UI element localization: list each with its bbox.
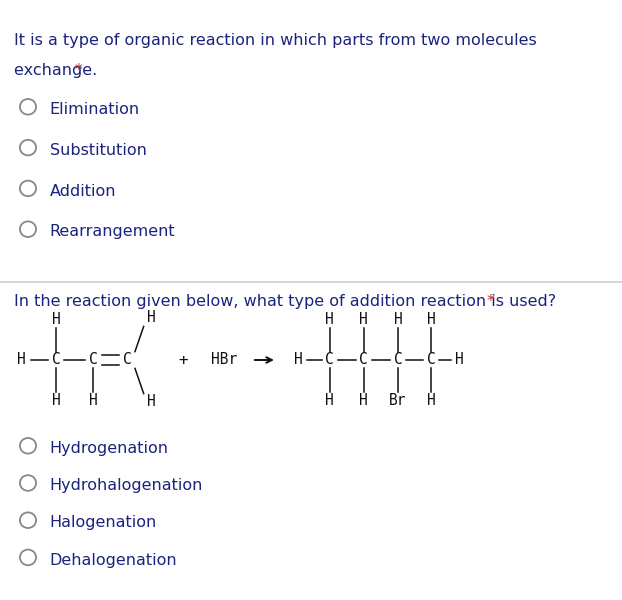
Text: H: H (147, 311, 156, 325)
Text: H: H (427, 312, 435, 326)
Text: Hydrogenation: Hydrogenation (50, 441, 169, 456)
Text: Substitution: Substitution (50, 143, 147, 158)
Text: C: C (427, 352, 435, 367)
Text: *: * (486, 294, 494, 309)
Text: Elimination: Elimination (50, 102, 140, 117)
Text: Halogenation: Halogenation (50, 515, 157, 530)
Text: C: C (325, 352, 334, 367)
Text: +: + (179, 352, 188, 367)
Text: Dehalogenation: Dehalogenation (50, 553, 177, 568)
Text: H: H (360, 394, 368, 408)
Text: Br: Br (389, 394, 407, 408)
Text: H: H (52, 394, 60, 408)
Text: H: H (17, 352, 26, 367)
Text: H: H (52, 312, 60, 326)
Text: H: H (394, 312, 402, 326)
Text: *: * (75, 63, 83, 78)
Text: H: H (325, 312, 334, 326)
Text: C: C (123, 352, 132, 367)
Text: H: H (427, 394, 435, 408)
Text: H: H (325, 394, 334, 408)
Text: exchange.: exchange. (14, 63, 102, 78)
Text: C: C (394, 352, 402, 367)
Text: HBr: HBr (211, 352, 237, 367)
Text: Addition: Addition (50, 184, 116, 199)
Text: C: C (360, 352, 368, 367)
Text: Rearrangement: Rearrangement (50, 224, 175, 239)
Text: In the reaction given below, what type of addition reaction is used?: In the reaction given below, what type o… (14, 294, 561, 309)
Text: H: H (360, 312, 368, 326)
Text: H: H (294, 352, 303, 367)
Text: Hydrohalogenation: Hydrohalogenation (50, 478, 203, 493)
Text: C: C (52, 352, 60, 367)
Text: H: H (89, 394, 98, 408)
Text: It is a type of organic reaction in which parts from two molecules: It is a type of organic reaction in whic… (14, 33, 536, 48)
Text: H: H (147, 395, 156, 409)
Text: H: H (455, 352, 463, 367)
Text: C: C (89, 352, 98, 367)
